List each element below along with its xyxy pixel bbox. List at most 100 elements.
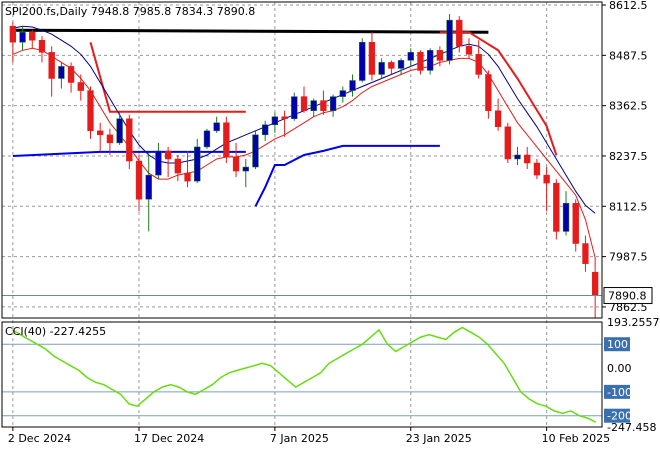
cci-tick-label: -200 [607, 410, 632, 423]
candle [184, 150, 191, 188]
candle [485, 70, 492, 119]
candle [582, 235, 589, 272]
candle [465, 38, 473, 59]
price-tick-label: 8237.5 [609, 150, 648, 163]
candle [562, 191, 570, 236]
candle-body [58, 66, 65, 79]
candle [155, 142, 162, 180]
candle [38, 36, 46, 63]
price-tick-label: 8112.5 [609, 200, 648, 213]
time-tick-label: 23 Jan 2025 [406, 432, 472, 445]
candle [67, 62, 75, 93]
price-panel-frame [1, 1, 603, 319]
candle [320, 90, 327, 115]
candle [194, 138, 201, 184]
candle-body [310, 100, 317, 111]
cci-tick-label: 193.2557 [607, 316, 660, 329]
candle-body [485, 74, 492, 111]
candle [310, 98, 317, 117]
candle [407, 48, 414, 67]
candle-body [524, 154, 531, 164]
candle-body [232, 156, 240, 172]
candle [135, 154, 143, 212]
candle-body [29, 31, 36, 41]
candle-body [106, 134, 114, 144]
candle-body [591, 271, 599, 296]
candle-body [9, 25, 17, 43]
candle-body [213, 122, 220, 132]
candle [174, 154, 181, 182]
candle-body [242, 166, 249, 172]
candle-body [87, 90, 94, 132]
candle-body [504, 126, 511, 160]
cci-tick-label: 0.00 [607, 362, 632, 375]
candle [9, 22, 17, 63]
candle [164, 146, 172, 178]
candle [213, 116, 220, 133]
candle-body [97, 130, 104, 136]
cci-level-badge [604, 384, 630, 399]
cci-line [11, 326, 597, 423]
candle [543, 167, 550, 212]
candle [29, 30, 36, 49]
candle [116, 112, 123, 145]
last-price-box [603, 287, 653, 305]
candle [397, 58, 405, 75]
candle [97, 122, 104, 151]
candle-body [135, 160, 143, 200]
cci-level-badge [604, 337, 630, 352]
candle [339, 86, 346, 103]
trend-upper-line-2 [439, 31, 558, 156]
candle-body [67, 66, 75, 83]
candle-body [417, 52, 424, 71]
candle-body [553, 182, 560, 232]
candle [378, 58, 385, 79]
candle-body [436, 50, 444, 61]
candle [349, 74, 356, 97]
candle-body [194, 146, 201, 182]
candle-body [19, 31, 26, 43]
candle-body [262, 124, 269, 136]
candle [19, 26, 26, 51]
price-series [2, 14, 602, 319]
candle-body [514, 154, 521, 160]
candle [514, 146, 521, 166]
candle [223, 116, 230, 164]
cci-tick-label: 100 [607, 338, 628, 351]
price-tick-label: 7987.5 [609, 251, 648, 264]
candle [242, 158, 249, 188]
cci-level-badge [604, 408, 630, 423]
candle [494, 98, 502, 131]
candle [368, 32, 376, 81]
price-tick-label: 8487.5 [609, 49, 648, 62]
candle [436, 46, 444, 67]
candle [262, 120, 269, 141]
candle [48, 46, 55, 97]
candle-body [562, 203, 570, 232]
candle [203, 128, 211, 149]
price-tick-label: 8612.5 [609, 0, 648, 12]
candle [446, 14, 453, 65]
candle [359, 38, 366, 83]
candle [145, 152, 152, 232]
candle [553, 179, 560, 240]
candle-body [223, 122, 230, 158]
candle [271, 112, 279, 133]
time-tick-label: 17 Dec 2024 [134, 432, 204, 445]
candle-body [475, 54, 482, 75]
cci-series [11, 326, 597, 423]
ma-fast-line [12, 47, 596, 258]
indicator-header: CCI(40) -227.4255 [5, 325, 106, 338]
candle-body [427, 50, 434, 71]
candle [281, 110, 288, 137]
candle-body [494, 110, 502, 128]
price-tick-label: 7862.5 [609, 301, 648, 314]
candle [591, 257, 599, 319]
candle-body [407, 52, 414, 61]
candle [524, 146, 531, 170]
cci-tick-label: -100 [607, 386, 632, 399]
candle-body [339, 90, 346, 97]
candle-body [329, 96, 337, 111]
trend-lower-line-2 [254, 144, 440, 207]
candle-body [174, 158, 181, 174]
